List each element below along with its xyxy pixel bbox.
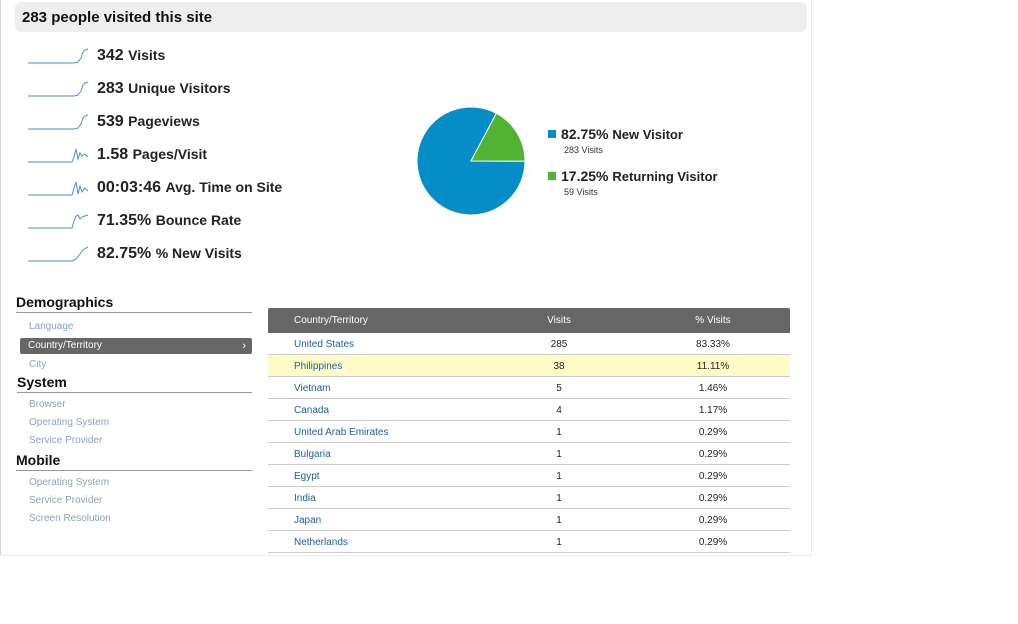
sidebar-item-country-territory[interactable]: Country/Territory › <box>20 338 252 354</box>
sidebar-heading-demographics: Demographics <box>16 294 252 313</box>
table-row: Bulgaria 1 0.29% <box>268 443 790 465</box>
sparkline-icon <box>28 81 89 97</box>
country-link[interactable]: United States <box>294 339 355 350</box>
sparkline-icon <box>28 48 89 64</box>
sidebar-item-city[interactable]: City <box>29 359 47 370</box>
pct-visits-cell: 1.46% <box>698 383 728 394</box>
country-link[interactable]: Canada <box>294 405 330 416</box>
sparkline-icon <box>28 214 89 229</box>
pct-visits-cell: 1.17% <box>698 405 728 416</box>
pct-visits-cell: 83.33% <box>696 339 730 350</box>
visits-cell: 5 <box>556 383 562 394</box>
legend-swatch <box>548 172 556 180</box>
sparkline-icon <box>28 148 89 163</box>
country-link[interactable]: Philippines <box>294 361 343 372</box>
visits-cell: 1 <box>556 493 562 504</box>
chevron-right-icon: › <box>242 340 246 352</box>
country-table: Country/Territory Visits % Visits United… <box>268 308 790 553</box>
column-header-country[interactable]: Country/Territory <box>294 315 368 326</box>
pie-slice-returning-visitor[interactable] <box>470 112 526 162</box>
country-link[interactable]: India <box>294 493 316 504</box>
table-row: United States 285 83.33% <box>268 333 790 355</box>
page-title: 283 people visited this site <box>22 9 213 26</box>
visits-cell: 1 <box>556 537 562 548</box>
country-link[interactable]: Vietnam <box>294 383 331 394</box>
country-link[interactable]: United Arab Emirates <box>294 427 389 438</box>
table-row: Japan 1 0.29% <box>268 509 790 531</box>
visitors-overview-panel: 283 people visited this site <box>0 0 812 556</box>
pct-visits-cell: 0.29% <box>698 493 728 504</box>
country-link[interactable]: Egypt <box>294 471 320 482</box>
sidebar-item-service-provider[interactable]: Service Provider <box>29 435 103 446</box>
table-row: Netherlands 1 0.29% <box>268 531 790 553</box>
pct-visits-cell: 0.29% <box>698 537 728 548</box>
visits-cell: 285 <box>550 339 568 350</box>
table-row: Vietnam 5 1.46% <box>268 377 790 399</box>
visits-cell: 1 <box>556 427 562 438</box>
sidebar-item-browser[interactable]: Browser <box>29 399 66 410</box>
sidebar-item-mobile-service-provider[interactable]: Service Provider <box>29 495 103 506</box>
table-row: Canada 4 1.17% <box>268 399 790 421</box>
visits-cell: 1 <box>556 471 562 482</box>
visits-cell: 1 <box>556 515 562 526</box>
pct-visits-cell: 0.29% <box>698 515 728 526</box>
sparkline-icon <box>28 246 89 262</box>
sidebar-heading-system: System <box>17 374 252 393</box>
country-link[interactable]: Japan <box>294 515 322 526</box>
sidebar-item-operating-system[interactable]: Operating System <box>29 417 110 428</box>
table-row: Philippines 38 11.11% <box>268 355 790 377</box>
country-link[interactable]: Bulgaria <box>294 449 331 460</box>
sidebar-item-language[interactable]: Language <box>29 321 74 332</box>
table-header: Country/Territory Visits % Visits <box>268 308 790 333</box>
visits-cell: 1 <box>556 449 562 460</box>
visits-cell: 38 <box>553 361 565 372</box>
sparkline-icon <box>28 181 89 196</box>
table-row: Egypt 1 0.29% <box>268 465 790 487</box>
column-header-visits[interactable]: Visits <box>547 315 571 326</box>
pct-visits-cell: 0.29% <box>698 471 728 482</box>
sidebar-item-screen-resolution[interactable]: Screen Resolution <box>29 513 111 524</box>
sidebar-item-mobile-operating-system[interactable]: Operating System <box>29 477 110 488</box>
column-header-pct-visits[interactable]: % Visits <box>695 315 731 326</box>
title-bar: 283 people visited this site <box>15 2 807 32</box>
pct-visits-cell: 11.11% <box>696 361 730 372</box>
legend-visits: 59 Visits <box>564 187 598 197</box>
pct-visits-cell: 0.29% <box>698 449 728 460</box>
legend-visits: 283 Visits <box>564 145 603 155</box>
pct-visits-cell: 0.29% <box>698 427 728 438</box>
table-row: India 1 0.29% <box>268 487 790 509</box>
visits-cell: 4 <box>556 405 562 416</box>
legend-swatch <box>548 130 556 138</box>
sidebar-heading-mobile: Mobile <box>16 452 252 471</box>
visitor-type-pie-chart <box>416 106 526 216</box>
sidebar: Demographics Language Country/Territory … <box>16 294 252 528</box>
sparkline-icon <box>28 114 89 130</box>
country-link[interactable]: Netherlands <box>294 537 348 548</box>
table-row: United Arab Emirates 1 0.29% <box>268 421 790 443</box>
